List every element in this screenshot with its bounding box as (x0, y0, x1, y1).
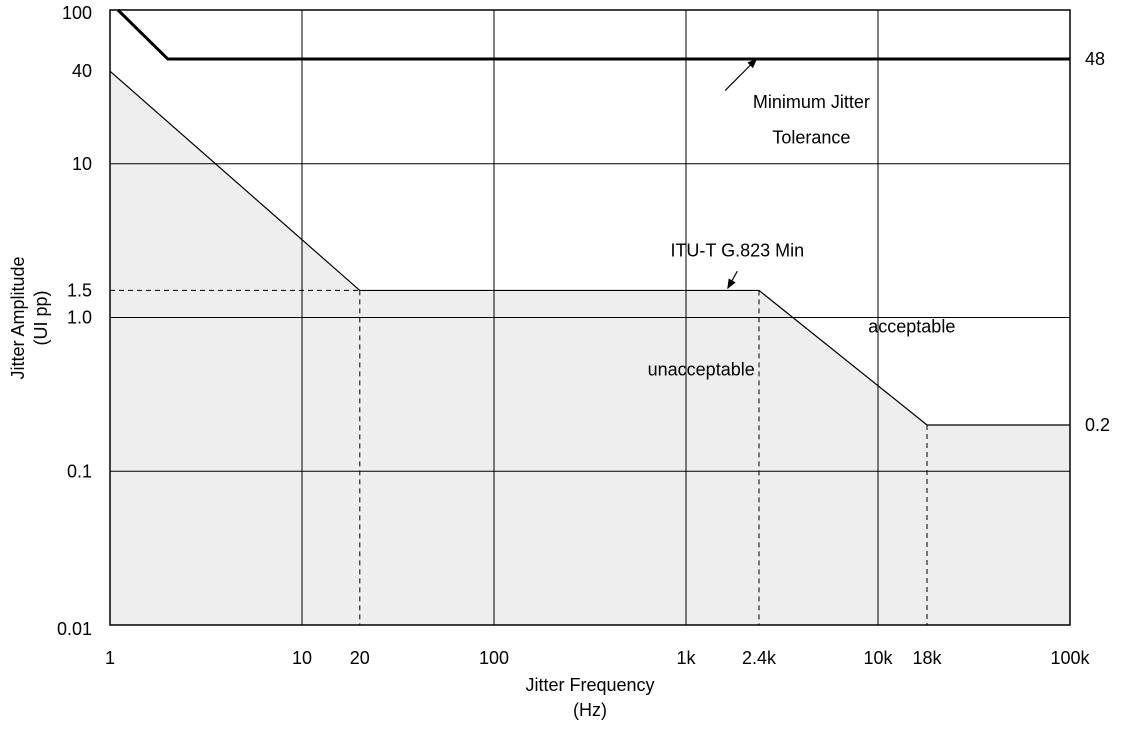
y-axis-unit: (UI pp) (31, 290, 51, 345)
annotation-arrow (724, 58, 758, 91)
arrows-layer (724, 58, 758, 290)
x-tick-label: 1 (105, 648, 115, 668)
chart-annotation: acceptable (868, 316, 955, 336)
y-tick-label: 40 (72, 61, 92, 81)
x-axis-title: Jitter Frequency (525, 675, 654, 695)
annotation-arrow (727, 270, 738, 290)
reference-lines-layer (110, 289, 928, 625)
series-layer (109, 8, 1070, 426)
y-tick-label: 0.01 (57, 619, 92, 639)
x-tick-label: 2.4k (742, 648, 777, 668)
chart-annotation: unacceptable (648, 359, 755, 379)
right-value-label: 48 (1085, 49, 1105, 69)
chart-annotation: Minimum Jitter (753, 92, 870, 112)
plot-frame (109, 9, 1071, 626)
grid-layer (109, 9, 1071, 626)
unacceptable-region-layer (110, 71, 1070, 625)
y-tick-label: 10 (72, 154, 92, 174)
x-tick-label: 1k (676, 648, 696, 668)
labels-layer: 1 10 20 100 1k 2.4k 10k 18k 100k 0.01 0.1 1.0 1.5 10 4… (8, 3, 1110, 720)
y-tick-label: 100 (62, 3, 92, 23)
x-tick-label: 10k (863, 648, 893, 668)
chart-annotation: Tolerance (772, 128, 850, 148)
y-tick-label: 1.0 (67, 308, 92, 328)
series-line-minimum-jitter-tolerance (116, 8, 1070, 61)
chart-annotation: ITU-T G.823 Min (670, 240, 804, 260)
series-line-itu-t-g823-min (109, 70, 1070, 426)
x-axis-unit: (Hz) (573, 700, 607, 720)
y-tick-label: 0.1 (67, 461, 92, 481)
unacceptable-region (110, 71, 1070, 625)
x-tick-label: 10 (292, 648, 312, 668)
x-tick-label: 18k (912, 648, 942, 668)
x-tick-label: 100 (479, 648, 509, 668)
right-value-label: 0.2 (1085, 415, 1110, 435)
y-axis-title: Jitter Amplitude (8, 256, 28, 379)
x-tick-label: 20 (350, 648, 370, 668)
y-tick-label: 1.5 (67, 280, 92, 300)
x-tick-label: 100k (1050, 648, 1090, 668)
